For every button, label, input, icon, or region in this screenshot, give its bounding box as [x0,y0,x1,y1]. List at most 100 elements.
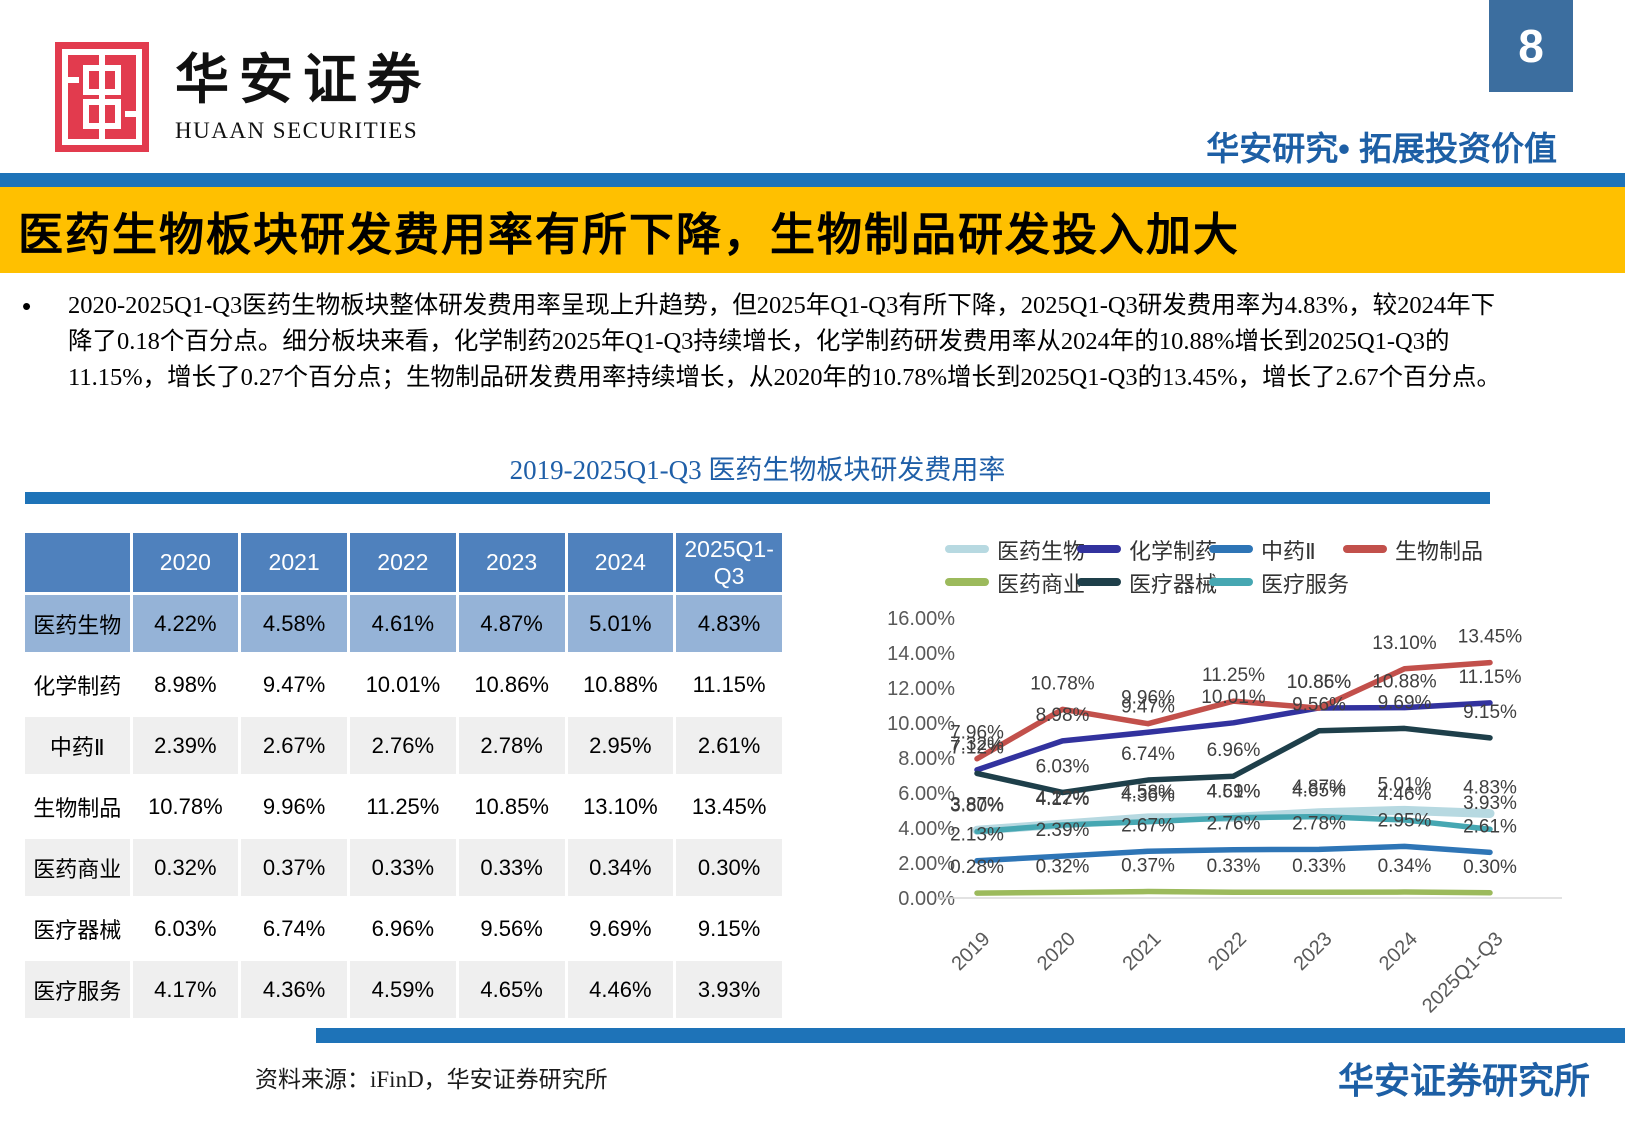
row-label: 医药生物 [25,593,133,656]
y-axis-tick: 2.00% [898,853,955,875]
data-label: 9.47% [1121,696,1175,717]
data-label: 0.32% [1036,856,1090,877]
huaan-logo-icon [55,42,149,152]
x-axis-tick: 2022 [1204,928,1251,975]
corner-cell [25,533,133,595]
table-cell: 10.85% [457,776,568,839]
y-axis-tick: 14.00% [887,643,955,665]
series-line-化学制药 [974,700,1493,773]
legend-label: 化学制药 [1129,539,1217,564]
title-banner: 医药生物板块研发费用率有所下降，生物制品研发投入加大 [0,187,1625,273]
y-axis-tick: 16.00% [887,608,955,630]
table-cell: 8.98% [131,654,242,717]
table-cell: 4.36% [239,959,350,1022]
data-label: 4.61% [1207,781,1261,802]
summary-block: • 2020-2025Q1-Q3医药生物板块整体研发费用率呈现上升趋势，但202… [22,288,1522,396]
legend-label: 生物制品 [1395,539,1483,564]
table-cell: 2.76% [348,715,459,778]
y-axis-tick: 12.00% [887,678,955,700]
x-axis-tick: 2019 [948,928,995,975]
table-cell: 4.17% [131,959,242,1022]
data-label: 7.96% [950,723,1004,744]
table-row: 化学制药 8.98% 9.47% 10.01% 10.86% 10.88% 11.15% [25,654,785,717]
header-divider-band [0,173,1625,187]
data-label: 3.80% [950,796,1004,817]
table-cell: 13.45% [674,776,785,839]
table-cell: 4.65% [457,959,568,1022]
column-header: 2022 [348,533,459,595]
table-cell: 9.15% [674,898,785,961]
table-cell: 2.67% [239,715,350,778]
research-tagline: 华安研究• 拓展投资价值 [1206,130,1557,167]
table-cell: 9.96% [239,776,350,839]
legend-label: 医疗器械 [1129,572,1217,597]
legend-swatch-医药商业 [945,578,989,586]
page-number-badge: 8 [1489,0,1573,92]
table-cell: 10.88% [566,654,677,717]
data-label: 13.45% [1458,627,1523,648]
table-cell: 10.01% [348,654,459,717]
table-cell: 9.47% [239,654,350,717]
logo-text: 华安证券 HUAAN SECURITIES [175,42,431,144]
data-label: 4.36% [1121,786,1175,807]
table-cell: 2.95% [566,715,677,778]
data-label: 10.78% [1030,673,1095,694]
table-cell: 10.78% [131,776,242,839]
data-label: 2.95% [1378,810,1432,831]
data-label: 9.15% [1463,702,1517,723]
data-label: 8.98% [1036,705,1090,726]
table-cell: 4.61% [348,593,459,656]
legend-swatch-医药生物 [945,545,989,553]
table-row: 医疗服务 4.17% 4.36% 4.59% 4.65% 4.46% 3.93% [25,959,785,1022]
table-cell: 2.39% [131,715,242,778]
data-label: 9.56% [1292,695,1346,716]
data-label: 4.46% [1378,784,1432,805]
table-cell: 9.56% [457,898,568,961]
y-axis-tick: 4.00% [898,818,955,840]
institute-name: 华安证券研究所 [1337,1060,1590,1101]
data-label: 10.86% [1287,672,1352,693]
x-axis-tick: 2023 [1290,928,1337,975]
data-label: 2.13% [950,825,1004,846]
data-label: 4.59% [1207,782,1261,803]
row-label: 医药商业 [25,837,133,900]
data-label: 2.39% [1036,820,1090,841]
table-cell: 4.83% [674,593,785,656]
data-label: 0.33% [1207,856,1261,877]
data-label: 0.37% [1121,856,1175,877]
footer-bar [316,1028,1625,1043]
table-cell: 10.86% [457,654,568,717]
data-label: 10.01% [1201,687,1266,708]
table-body: 医药生物 4.22% 4.58% 4.61% 4.87% 5.01% 4.83% 化学制药 8.… [25,593,785,1022]
table-header: 2020 2021 2022 2023 2024 2025Q1-Q3 [25,533,785,595]
data-label: 11.15% [1458,667,1521,688]
data-label: 2.61% [1463,816,1517,837]
data-label: 0.30% [1463,857,1517,878]
logo-english-name: HUAAN SECURITIES [175,118,419,143]
data-label: 2.76% [1207,814,1261,835]
series-line-医疗器械 [974,725,1493,796]
legend-swatch-中药Ⅱ [1209,545,1253,553]
table-cell: 0.32% [131,837,242,900]
legend-label: 医药生物 [997,539,1085,564]
data-label: 4.17% [1036,789,1090,810]
table-cell: 13.10% [566,776,677,839]
series-line-医疗服务 [974,813,1493,835]
table-cell: 4.59% [348,959,459,1022]
data-label: 6.74% [1121,744,1175,765]
data-label: 9.96% [1121,688,1175,709]
row-label: 生物制品 [25,776,133,839]
row-label: 中药Ⅱ [25,715,133,778]
table-row: 医药商业 0.32% 0.37% 0.33% 0.33% 0.34% 0.30% [25,837,785,900]
table-cell: 0.33% [348,837,459,900]
legend-swatch-化学制药 [1077,545,1121,553]
table-row: 医药生物 4.22% 4.58% 4.61% 4.87% 5.01% 4.83% [25,593,785,656]
data-label: 6.03% [1036,756,1090,777]
legend-swatch-生物制品 [1343,545,1387,553]
data-label: 3.93% [1463,793,1517,814]
x-axis-tick: 2021 [1119,928,1166,975]
table-cell: 4.58% [239,593,350,656]
data-label: 4.87% [1292,777,1346,798]
legend-label: 医药商业 [997,572,1085,597]
y-axis-tick: 10.00% [887,713,955,735]
